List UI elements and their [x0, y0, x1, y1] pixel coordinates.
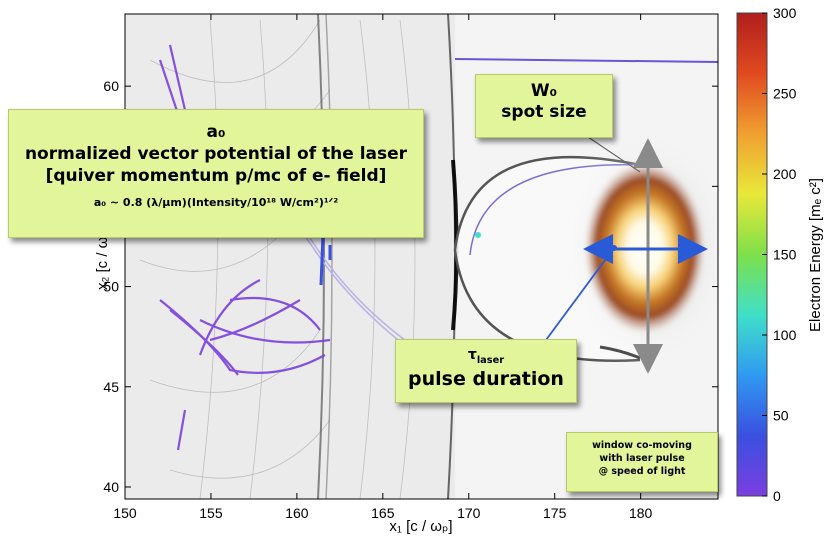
plot-frame: [124, 13, 719, 500]
x-tick-label: 160: [285, 505, 309, 521]
tau-laser-subtitle: pulse duration: [408, 367, 564, 390]
window-line-1: window co-moving: [592, 440, 692, 451]
tau-laser-title: τlaser: [396, 347, 576, 366]
colorbar-tick-label: 150: [773, 247, 797, 263]
w0-callout: W₀ spot size: [475, 74, 613, 138]
a0-title: a₀: [206, 122, 226, 142]
a0-quiver-note: [quiver momentum p/mc of e- field]: [45, 166, 387, 186]
colorbar-label: Electron Energy [mₑ c²]: [807, 178, 824, 332]
y-tick-label: 45: [103, 379, 119, 395]
window-line-2: with laser pulse: [599, 453, 685, 464]
colorbar-tick-label: 100: [773, 327, 797, 343]
x-axis-ticks: 150 155 160 165 170 175 180: [113, 14, 653, 521]
a0-description: normalized vector potential of the laser: [24, 144, 408, 164]
a0-callout: a₀ normalized vector potential of the la…: [8, 109, 424, 238]
tau-subscript: laser: [476, 354, 505, 366]
w0-title: W₀: [530, 81, 558, 101]
tau-symbol: τ: [467, 347, 477, 363]
x-tick-label: 155: [199, 505, 223, 521]
colorbar-tick-label: 300: [773, 5, 797, 21]
spot-pointer-line: [584, 134, 641, 173]
duration-pointer-dot: [611, 245, 617, 251]
x-tick-label: 175: [543, 505, 567, 521]
x-tick-label: 180: [629, 505, 653, 521]
y-tick-label: 40: [103, 479, 119, 495]
colorbar-tick-label: 0: [773, 488, 781, 504]
y-axis-label: x₂ [c / ωₚ]: [94, 226, 111, 290]
x-axis-label: x₁ [c / ωₚ]: [389, 518, 452, 535]
x-tick-label: 150: [113, 505, 137, 521]
y-tick-label: 60: [103, 78, 119, 94]
x-tick-label: 170: [457, 505, 481, 521]
window-callout: window co-moving with laser pulse @ spee…: [566, 432, 718, 492]
w0-subtitle: spot size: [501, 102, 587, 122]
colorbar-tick-label: 200: [773, 166, 797, 182]
x-tick-label: 165: [371, 505, 395, 521]
colorbar-ticks: 0 50 100 150 200 250 300: [762, 5, 797, 504]
colorbar-tick-label: 250: [773, 86, 797, 102]
plasma-wake: [125, 14, 718, 499]
window-line-3: @ speed of light: [598, 466, 686, 477]
colorbar-tick-label: 50: [773, 408, 789, 424]
y-tick-label: 50: [103, 279, 119, 295]
duration-pointer-line: [545, 247, 615, 341]
a0-formula: a₀ ~ 0.8 (λ/µm)(Intensity/10¹⁸ W/cm²)¹ᐟ²: [93, 196, 339, 209]
tau-laser-callout: τlaser pulse duration: [395, 339, 577, 403]
